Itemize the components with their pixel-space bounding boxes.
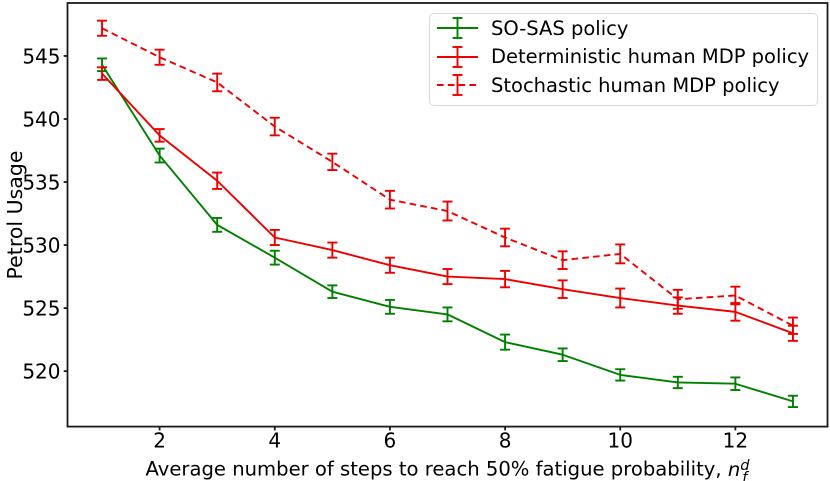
x-axis-label: Average number of steps to reach 50% fat… — [0, 455, 830, 481]
legend-entry-so-sas: SO-SAS policy — [436, 14, 817, 43]
svg-text:535: 535 — [22, 170, 60, 194]
svg-text:525: 525 — [22, 296, 60, 320]
svg-text:545: 545 — [22, 44, 60, 68]
svg-text:8: 8 — [499, 428, 512, 452]
errorbar-marker-icon — [436, 17, 478, 40]
svg-text:10: 10 — [608, 428, 633, 452]
svg-text:540: 540 — [22, 107, 60, 131]
legend-label: Deterministic human MDP policy — [491, 45, 810, 69]
legend: SO-SAS policy Deterministic human MDP po… — [428, 13, 818, 106]
svg-text:530: 530 — [22, 233, 60, 257]
x-axis-label-text: Average number of steps to reach 50% fat… — [145, 457, 728, 481]
svg-text:4: 4 — [268, 428, 281, 452]
svg-text:6: 6 — [384, 428, 397, 452]
svg-text:520: 520 — [22, 359, 60, 383]
legend-entry-stochastic: Stochastic human MDP policy — [436, 71, 817, 100]
svg-text:2: 2 — [153, 428, 166, 452]
svg-text:12: 12 — [723, 428, 748, 452]
errorbar-marker-icon — [436, 45, 478, 68]
legend-label: SO-SAS policy — [491, 16, 629, 40]
errorbar-marker-icon — [436, 74, 478, 97]
legend-entry-deterministic: Deterministic human MDP policy — [436, 43, 817, 72]
legend-label: Stochastic human MDP policy — [491, 73, 780, 97]
